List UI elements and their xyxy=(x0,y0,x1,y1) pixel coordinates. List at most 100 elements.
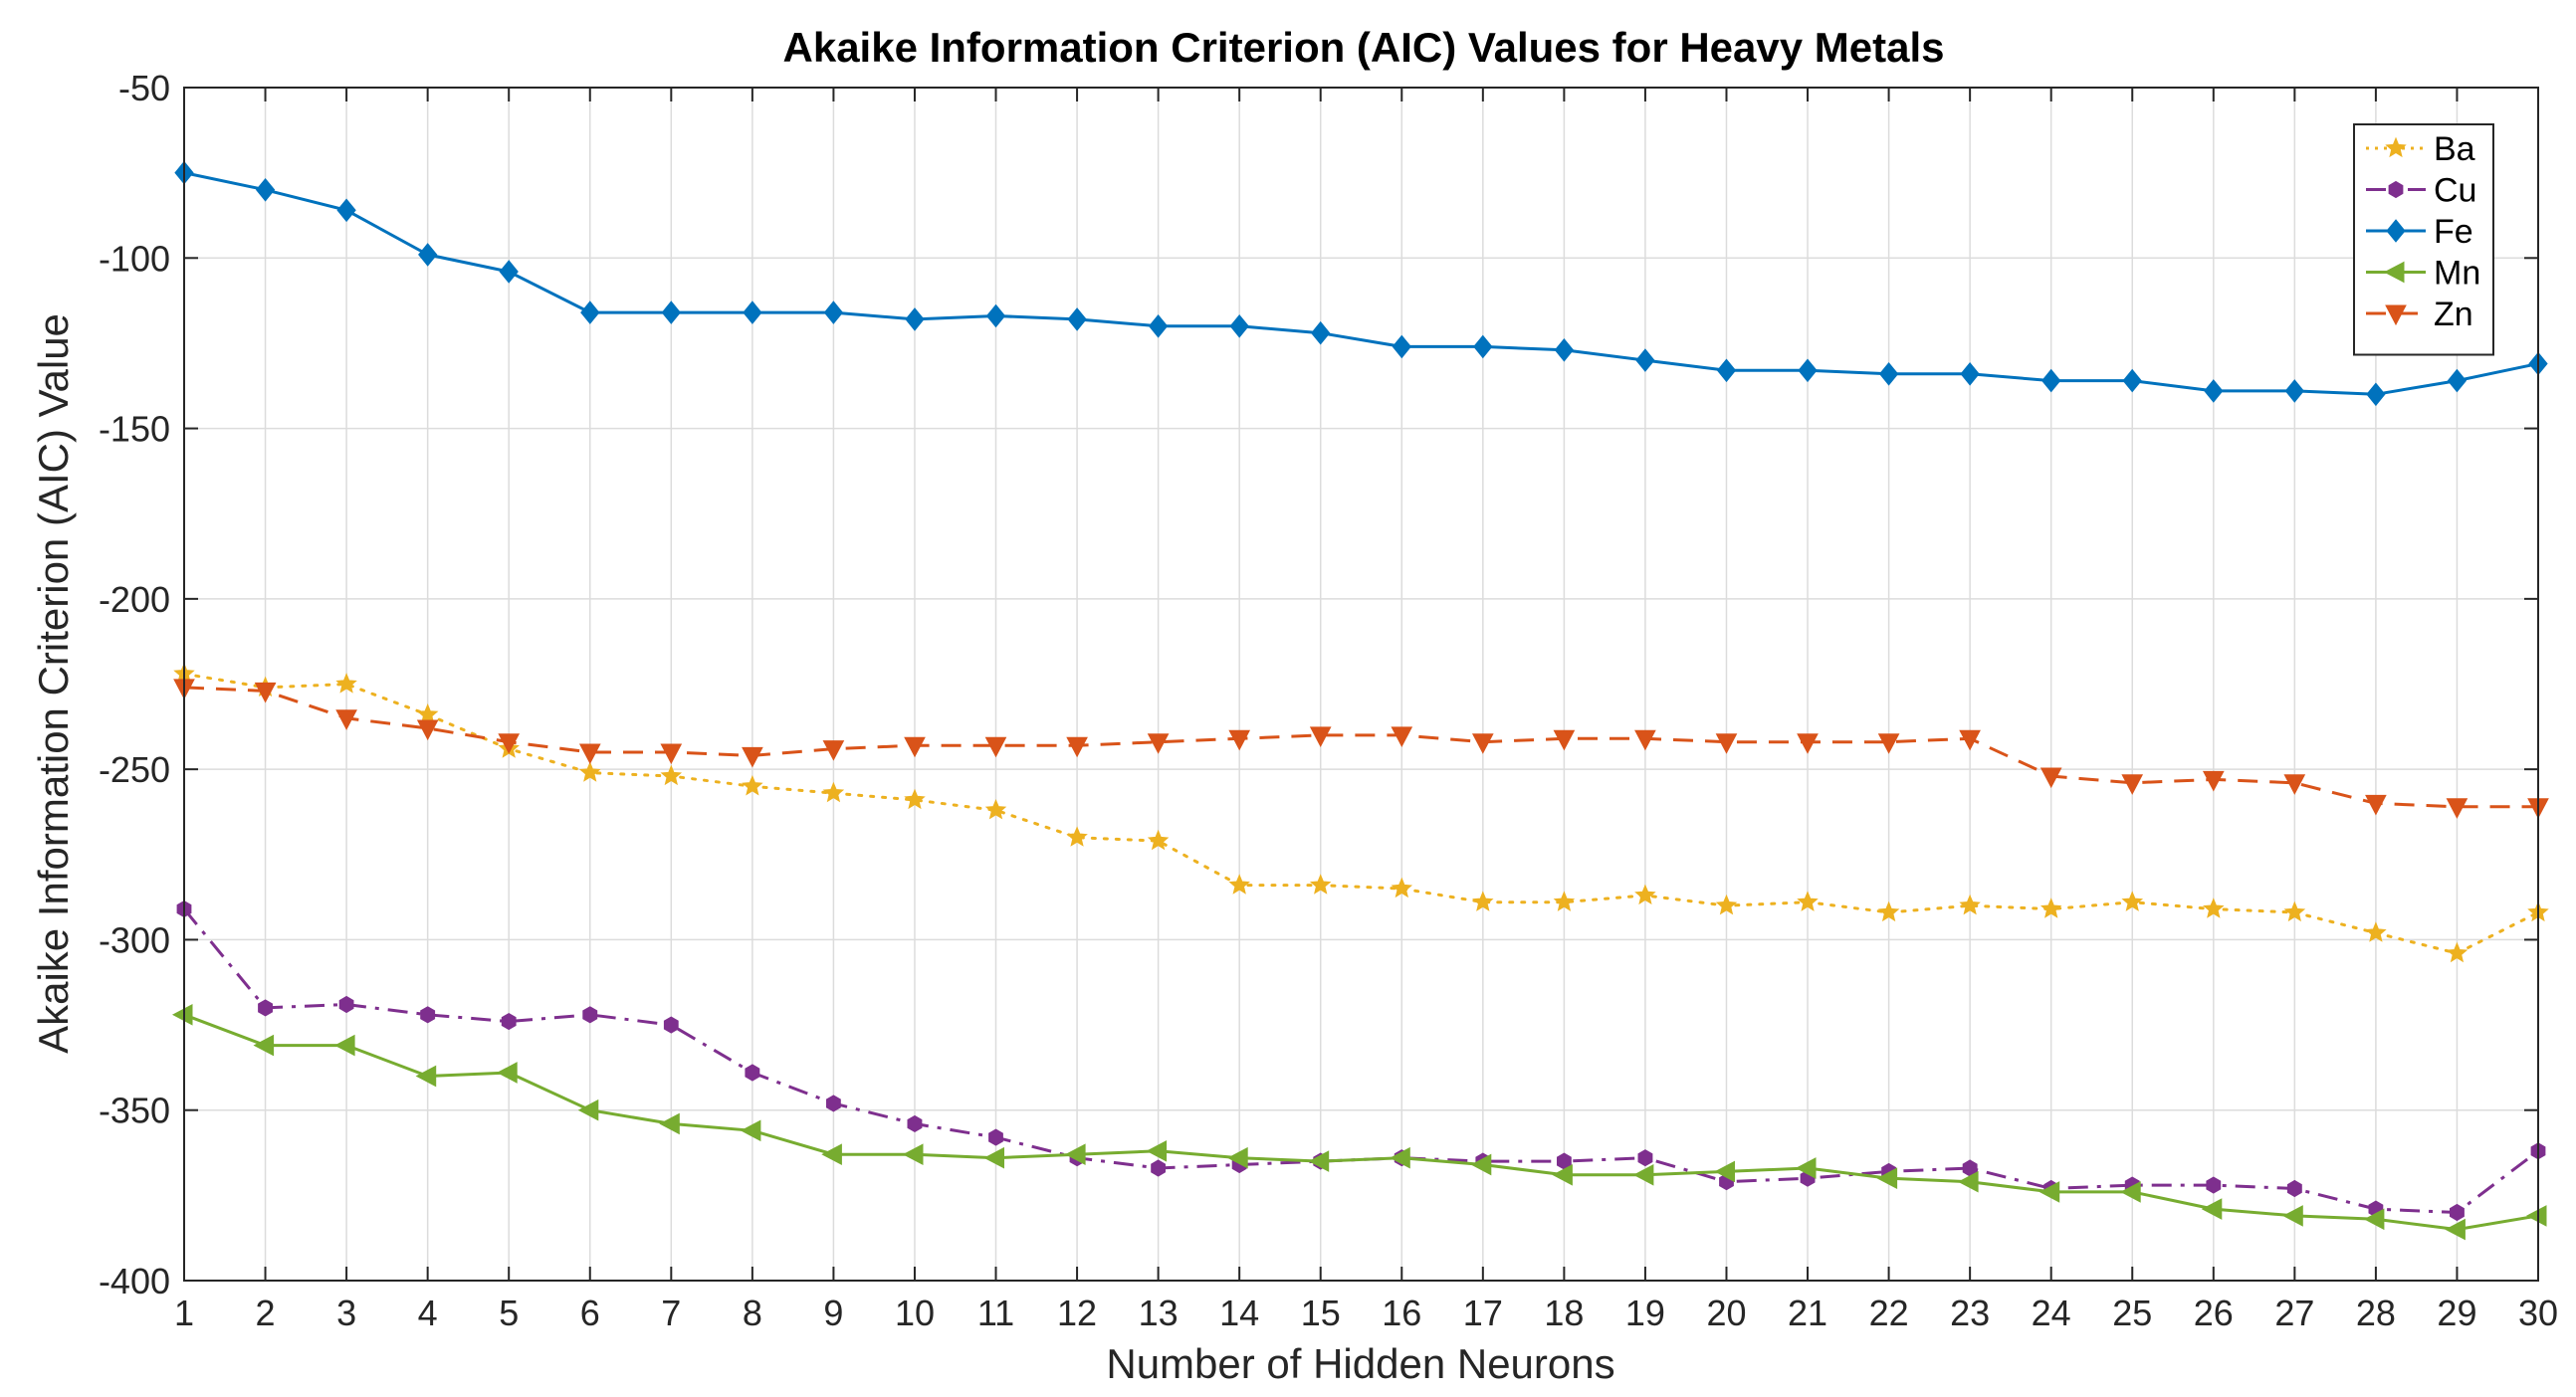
data-point-fe xyxy=(499,260,519,284)
legend-label-fe: Fe xyxy=(2434,213,2473,251)
data-point-zn xyxy=(1877,733,1900,754)
data-point-mn xyxy=(1714,1160,1735,1183)
x-tick-label: 5 xyxy=(499,1293,519,1333)
x-tick-label: 30 xyxy=(2518,1293,2558,1333)
data-point-zn xyxy=(1147,733,1170,754)
data-point-ba xyxy=(1228,874,1250,895)
data-point-fe xyxy=(1311,320,1331,345)
data-point-zn xyxy=(1553,729,1576,751)
y-tick-labels: -50 -100 -150 -200 -250 -300 -350 -400 xyxy=(99,68,170,1301)
data-point-zn xyxy=(2039,767,2062,789)
data-point-fe xyxy=(2041,368,2061,393)
data-point-mn xyxy=(902,1143,924,1166)
y-tick-label: -150 xyxy=(99,409,170,450)
y-axis-label: Akaike Information Criterion (AIC) Value xyxy=(30,313,77,1054)
data-point-ba xyxy=(1715,894,1738,915)
x-tick-label: 7 xyxy=(661,1293,681,1333)
plot-area xyxy=(184,88,2538,1281)
data-point-fe xyxy=(1067,307,1087,331)
data-point-cu xyxy=(988,1128,1003,1146)
legend-marker-ba xyxy=(2385,136,2407,158)
data-point-zn xyxy=(2121,774,2144,795)
x-tick-label: 20 xyxy=(1706,1293,1746,1333)
data-point-cu xyxy=(826,1095,841,1112)
data-point-mn xyxy=(1632,1163,1654,1186)
y-tick-label: -50 xyxy=(118,68,170,108)
data-point-fe xyxy=(2366,382,2386,407)
y-tick-label: -100 xyxy=(99,238,170,279)
data-point-fe xyxy=(1148,314,1169,338)
data-point-ba xyxy=(1634,884,1656,905)
data-point-mn xyxy=(497,1062,518,1084)
legend-label-ba: Ba xyxy=(2434,130,2475,168)
data-point-cu xyxy=(2450,1203,2465,1222)
data-point-fe xyxy=(1960,362,1980,386)
data-point-mn xyxy=(171,1003,193,1026)
legend-marker-cu xyxy=(2388,180,2404,199)
data-point-fe xyxy=(985,303,1006,328)
x-tick-label: 8 xyxy=(743,1293,762,1333)
data-point-ba xyxy=(335,673,357,694)
x-tick-label: 26 xyxy=(2194,1293,2234,1333)
y-tick-label: -200 xyxy=(99,579,170,620)
series-layer xyxy=(171,160,2549,1241)
data-point-zn xyxy=(1471,733,1494,754)
data-point-fe xyxy=(743,300,762,324)
data-point-mn xyxy=(1308,1150,1330,1172)
data-point-cu xyxy=(1151,1159,1166,1177)
data-point-zn xyxy=(1228,729,1251,751)
data-point-fe xyxy=(255,178,276,202)
data-point-fe xyxy=(2122,368,2142,393)
series-line-zn xyxy=(183,686,2538,809)
data-point-mn xyxy=(2120,1181,2141,1203)
data-point-mn xyxy=(577,1098,599,1121)
data-point-mn xyxy=(2525,1205,2547,1227)
x-tick-label: 1 xyxy=(174,1293,194,1333)
legend-marker-fe xyxy=(2386,219,2406,243)
data-point-zn xyxy=(984,736,1007,758)
legend-label-zn: Zn xyxy=(2434,296,2473,333)
data-point-ba xyxy=(2283,900,2306,922)
data-point-zn xyxy=(2202,770,2225,792)
data-point-zn xyxy=(1634,729,1656,751)
data-point-fe xyxy=(661,300,681,324)
data-point-ba xyxy=(1472,891,1494,911)
data-point-mn xyxy=(1227,1146,1248,1169)
x-tick-label: 16 xyxy=(1382,1293,1421,1333)
series-fe xyxy=(174,160,2548,407)
data-point-zn xyxy=(1309,726,1332,747)
x-tick-label: 18 xyxy=(1544,1293,1584,1333)
data-point-cu xyxy=(338,995,354,1014)
data-point-zn xyxy=(1391,726,1413,747)
data-point-fe xyxy=(1878,362,1899,386)
data-point-mn xyxy=(415,1065,437,1088)
data-point-zn xyxy=(742,746,763,768)
data-point-mn xyxy=(253,1034,275,1057)
y-tick-label: -250 xyxy=(99,749,170,790)
data-point-mn xyxy=(2445,1218,2466,1241)
y-tick-label: -300 xyxy=(99,919,170,960)
data-point-mn xyxy=(2363,1208,2385,1231)
data-point-mn xyxy=(2282,1205,2303,1227)
data-point-cu xyxy=(582,1006,598,1024)
data-point-ba xyxy=(1309,874,1332,895)
data-point-cu xyxy=(1637,1149,1653,1167)
data-point-zn xyxy=(2283,774,2306,795)
data-point-cu xyxy=(501,1013,517,1031)
data-point-fe xyxy=(2284,379,2304,403)
data-point-ba xyxy=(416,702,439,724)
chart-title: Akaike Information Criterion (AIC) Value… xyxy=(783,24,1945,71)
data-point-fe xyxy=(905,307,925,331)
data-point-mn xyxy=(334,1034,355,1057)
x-tick-label: 9 xyxy=(823,1293,843,1333)
data-point-ba xyxy=(1553,891,1576,911)
data-point-mn xyxy=(1958,1170,1979,1193)
x-tick-label: 19 xyxy=(1625,1293,1665,1333)
y-tick-label: -400 xyxy=(99,1261,170,1301)
data-point-zn xyxy=(2446,798,2469,819)
data-point-ba xyxy=(1066,826,1088,847)
x-tick-label: 27 xyxy=(2274,1293,2314,1333)
x-tick-label: 23 xyxy=(1950,1293,1990,1333)
data-point-zn xyxy=(1715,733,1738,754)
